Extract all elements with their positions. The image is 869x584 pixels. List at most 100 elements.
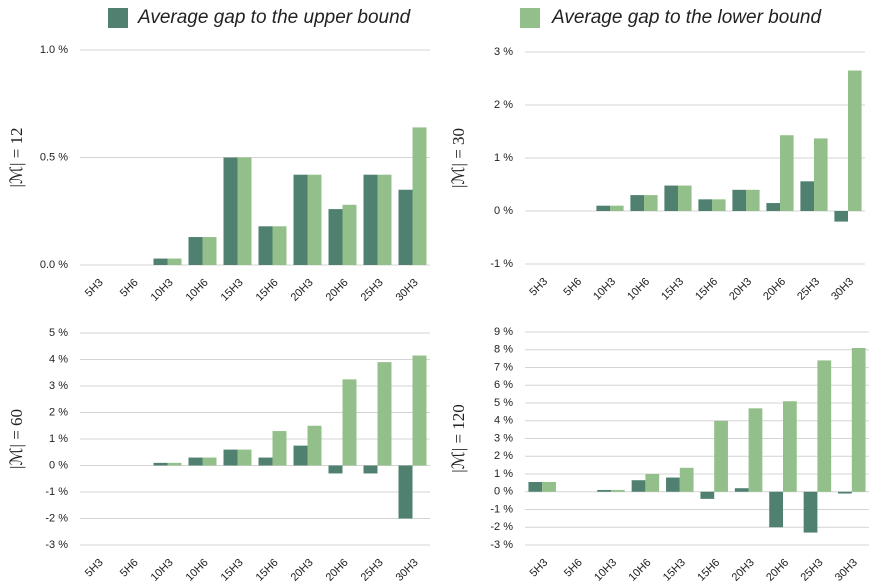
bar — [328, 209, 343, 265]
y-tick-label: 9 % — [494, 326, 513, 338]
y-tick-label: -3 % — [45, 539, 68, 551]
bar — [188, 457, 203, 466]
bar — [597, 489, 611, 492]
x-tick-label: 5H6 — [118, 557, 141, 580]
legend-label: Average gap to the lower bound — [551, 7, 822, 28]
x-tick-label: 10H6 — [184, 277, 211, 304]
bar — [698, 199, 712, 211]
bar — [780, 135, 794, 211]
x-tick-label: 15H6 — [254, 277, 281, 304]
y-tick-label: 0 % — [494, 486, 513, 498]
y-tick-label: 8 % — [494, 344, 513, 356]
y-tick-label: -3 % — [490, 539, 513, 551]
bar — [167, 462, 182, 466]
y-tick-label: 1 % — [49, 433, 68, 445]
bar — [307, 174, 322, 265]
bar — [631, 480, 646, 492]
bar — [610, 205, 624, 211]
x-tick-label: 15H3 — [219, 557, 246, 584]
x-tick-label: 15H6 — [254, 557, 281, 584]
y-tick-label: 5 % — [49, 327, 68, 339]
bar — [153, 258, 168, 265]
bar — [363, 174, 378, 265]
bar — [700, 491, 715, 499]
bar — [817, 360, 832, 492]
bar — [202, 237, 217, 265]
bar — [272, 431, 287, 466]
bar — [307, 425, 322, 466]
y-tick-label: 0 % — [49, 459, 68, 471]
y-tick-label: 7 % — [494, 361, 513, 373]
x-tick-label: 15H3 — [661, 557, 688, 584]
bar — [848, 70, 862, 211]
y-tick-label: -1 % — [490, 258, 513, 270]
bar — [258, 226, 273, 265]
bar — [377, 174, 392, 265]
y-tick-label: 3 % — [494, 46, 513, 58]
y-tick-label: 0.0 % — [40, 259, 68, 271]
bar — [803, 491, 818, 533]
y-tick-label: 0.5 % — [40, 151, 68, 163]
x-tick-label: 15H6 — [693, 276, 720, 303]
bar — [412, 127, 427, 266]
bar — [734, 488, 749, 492]
x-tick-label: 5H6 — [118, 277, 141, 300]
x-tick-label: 20H6 — [764, 557, 791, 584]
x-tick-label: 25H3 — [798, 557, 825, 584]
x-tick-label: 10H6 — [184, 557, 211, 584]
bar — [377, 362, 392, 466]
legend-swatch — [520, 8, 540, 28]
x-tick-label: 15H3 — [219, 277, 246, 304]
y-tick-label: 1 % — [494, 152, 513, 164]
bar — [630, 195, 644, 211]
bar — [237, 157, 252, 265]
x-tick-label: 20H3 — [289, 277, 316, 304]
y-tick-label: 3 % — [49, 380, 68, 392]
x-tick-label: 10H6 — [625, 276, 652, 303]
y-tick-label: 6 % — [494, 379, 513, 391]
bar — [596, 205, 610, 211]
x-tick-label: 30H3 — [829, 276, 856, 303]
bar — [412, 355, 427, 466]
bar — [328, 465, 343, 474]
bar — [714, 420, 728, 492]
y-tick-label: 1 % — [494, 468, 513, 480]
bar — [678, 185, 692, 211]
x-tick-label: 10H6 — [626, 557, 653, 584]
bar — [363, 465, 378, 474]
bar — [223, 449, 238, 466]
bar — [834, 211, 848, 222]
x-tick-label: 20H3 — [727, 276, 754, 303]
legend-swatch — [108, 8, 128, 28]
x-tick-label: 25H3 — [795, 276, 822, 303]
y-tick-label: -1 % — [490, 503, 513, 515]
y-tick-label: 1.0 % — [40, 44, 68, 56]
bar — [237, 449, 252, 466]
x-tick-label: 25H3 — [359, 277, 386, 304]
bar — [611, 489, 625, 492]
y-tick-label: 4 % — [494, 415, 513, 427]
y-tick-label: -1 % — [45, 486, 68, 498]
bar — [664, 185, 678, 211]
bar — [644, 195, 658, 211]
bar — [666, 477, 680, 492]
bar — [679, 467, 694, 492]
bar — [766, 203, 780, 211]
bar — [851, 347, 866, 492]
x-tick-label: 5H3 — [527, 276, 550, 299]
x-tick-label: 20H6 — [324, 557, 351, 584]
x-tick-label: 30H3 — [394, 557, 421, 584]
bar — [712, 199, 726, 211]
bar — [188, 237, 203, 265]
bar — [398, 189, 413, 265]
bar — [342, 379, 357, 466]
x-tick-label: 10H3 — [592, 557, 619, 584]
legend-label: Average gap to the upper bound — [137, 7, 412, 28]
bar — [838, 491, 852, 494]
x-tick-label: 5H3 — [528, 557, 551, 580]
x-tick-label: 5H6 — [562, 557, 585, 580]
y-tick-label: -2 % — [45, 512, 68, 524]
bar — [814, 138, 828, 211]
bar — [769, 491, 783, 528]
x-tick-label: 20H6 — [761, 276, 788, 303]
